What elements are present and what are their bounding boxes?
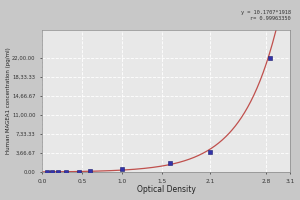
Text: y = 10.1707*1918
r= 0.99963350: y = 10.1707*1918 r= 0.99963350 bbox=[241, 10, 291, 21]
Y-axis label: Human MAGEA1 concentration (pg/ml): Human MAGEA1 concentration (pg/ml) bbox=[6, 47, 10, 154]
Point bbox=[208, 151, 212, 154]
Point bbox=[45, 171, 50, 174]
Point bbox=[88, 170, 93, 173]
Point bbox=[56, 171, 61, 174]
Point bbox=[268, 56, 272, 60]
Point bbox=[120, 168, 124, 171]
Point bbox=[64, 171, 69, 174]
Point bbox=[168, 162, 172, 165]
Point bbox=[77, 170, 82, 173]
Point bbox=[50, 171, 54, 174]
X-axis label: Optical Density: Optical Density bbox=[137, 185, 196, 194]
